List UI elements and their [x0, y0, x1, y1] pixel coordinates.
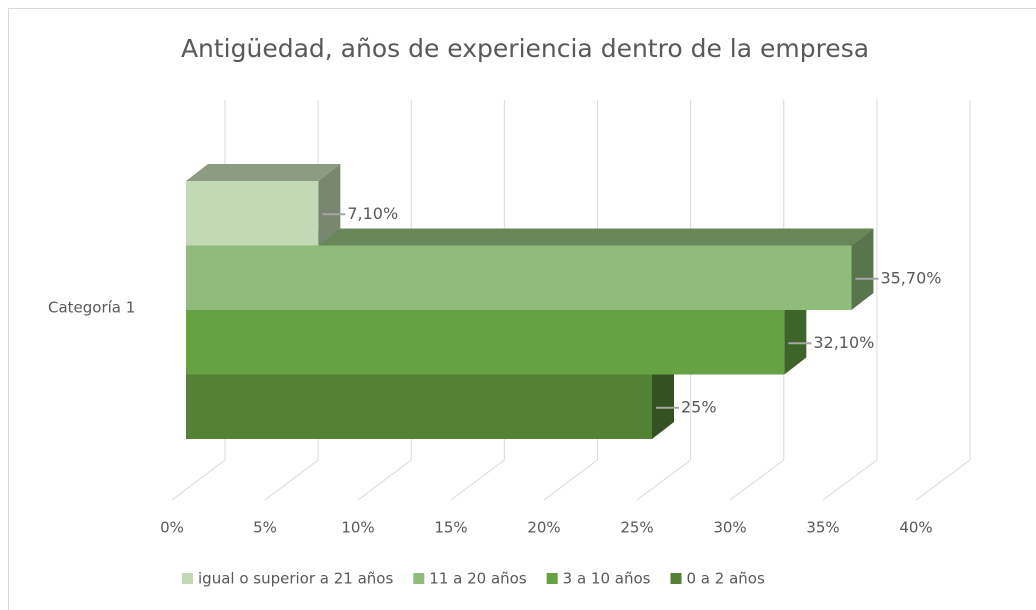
x-tick-label: 40% [899, 519, 932, 537]
floor-grid-line [543, 459, 598, 501]
floor-grid-line [636, 459, 691, 501]
bar [186, 181, 319, 246]
bar-top [186, 228, 874, 246]
data-label: 35,70% [880, 268, 941, 287]
x-tick-label: 20% [527, 519, 560, 537]
x-tick-label: 25% [620, 519, 653, 537]
bar-side [318, 164, 341, 246]
bar [186, 374, 652, 439]
chart-title: Antigüedad, años de experiencia dentro d… [181, 34, 869, 63]
legend-label: igual o superior a 21 años [198, 570, 393, 588]
floor-grid-line [450, 459, 505, 501]
bar [186, 245, 852, 310]
legend-swatch [670, 573, 682, 584]
x-tick-label: 35% [806, 519, 839, 537]
bar [186, 310, 785, 375]
floor-grid-line [915, 459, 971, 501]
legend-swatch [546, 573, 558, 584]
x-tick-label: 15% [434, 519, 467, 537]
floor-grid-line [822, 459, 878, 501]
floor-grid-line [729, 459, 785, 501]
bar-side [784, 293, 807, 375]
bar-top [186, 164, 341, 181]
floor-grid-line [264, 459, 319, 501]
bar-side [652, 357, 674, 439]
data-label: 7,10% [347, 204, 398, 223]
floor-grid-line [357, 459, 412, 501]
data-label: 32,10% [813, 333, 874, 352]
floor-grid-line [171, 459, 226, 501]
data-label: 25% [681, 397, 717, 416]
x-tick-label: 10% [341, 519, 374, 537]
y-tick-label: Categoría 1 [48, 299, 135, 317]
bar-side [851, 228, 874, 310]
legend-label: 3 a 10 años [563, 570, 651, 588]
x-tick-label: 30% [713, 519, 746, 537]
x-tick-label: 0% [160, 519, 184, 537]
legend-swatch [413, 573, 425, 584]
x-tick-label: 5% [253, 519, 277, 537]
legend-swatch [182, 573, 193, 584]
legend-label: 0 a 2 años [687, 570, 765, 588]
legend-label: 11 a 20 años [429, 570, 527, 588]
